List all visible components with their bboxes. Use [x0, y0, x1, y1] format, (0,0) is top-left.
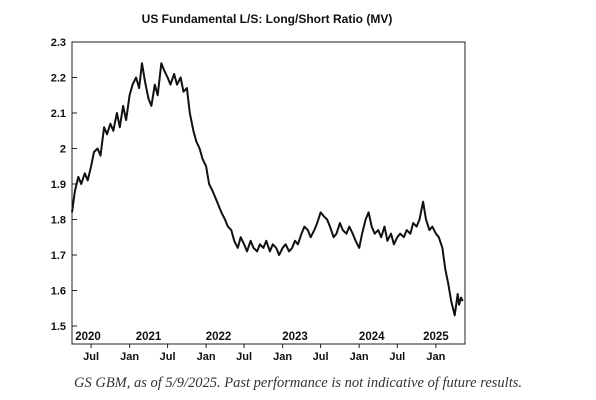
x-month-label: Jul — [83, 351, 99, 363]
y-axis: 2.3 2.2 2.1 2 1.9 1.8 1.7 1.6 1.5 — [51, 37, 77, 333]
y-tick-label: 1.8 — [51, 215, 66, 227]
y-tick-label: 2.3 — [51, 37, 66, 49]
y-tick-label: 2.1 — [51, 108, 66, 120]
y-tick-label: 2.2 — [51, 73, 66, 85]
y-tick-label: 2 — [60, 144, 66, 156]
x-month-label: Jul — [160, 351, 176, 363]
series-line-0 — [71, 62, 464, 317]
x-month-label: Jul — [313, 351, 329, 363]
year-label: 2021 — [136, 331, 162, 343]
y-tick-label: 1.9 — [51, 179, 66, 191]
y-tick-label: 1.6 — [51, 286, 66, 298]
x-month-label: Jul — [236, 351, 252, 363]
x-month-label: Jan — [350, 351, 369, 363]
chart-title: US Fundamental L/S: Long/Short Ratio (MV… — [142, 12, 393, 26]
y-tick-label: 1.5 — [51, 321, 66, 333]
year-label: 2025 — [423, 331, 449, 343]
plot-area-frame — [71, 41, 466, 345]
series-layer — [71, 62, 464, 317]
year-label: 2023 — [282, 331, 308, 343]
year-label: 2020 — [75, 331, 101, 343]
x-axis-month-labels: Jul Jan Jul Jan Jul Jan Jul Jan Jul Jan — [83, 344, 446, 363]
year-labels: 2020 2021 2022 2023 2024 2025 — [75, 331, 449, 343]
x-month-label: Jan — [197, 351, 216, 363]
year-label: 2022 — [206, 331, 232, 343]
x-month-label: Jan — [120, 351, 139, 363]
line-chart: US Fundamental L/S: Long/Short Ratio (MV… — [51, 12, 466, 363]
x-month-label: Jan — [426, 351, 445, 363]
chart-caption: GS GBM, as of 5/9/2025. Past performance… — [74, 375, 522, 391]
year-label: 2024 — [359, 331, 385, 343]
x-month-label: Jul — [389, 351, 405, 363]
y-tick-label: 1.7 — [51, 250, 66, 262]
x-month-label: Jan — [273, 351, 292, 363]
